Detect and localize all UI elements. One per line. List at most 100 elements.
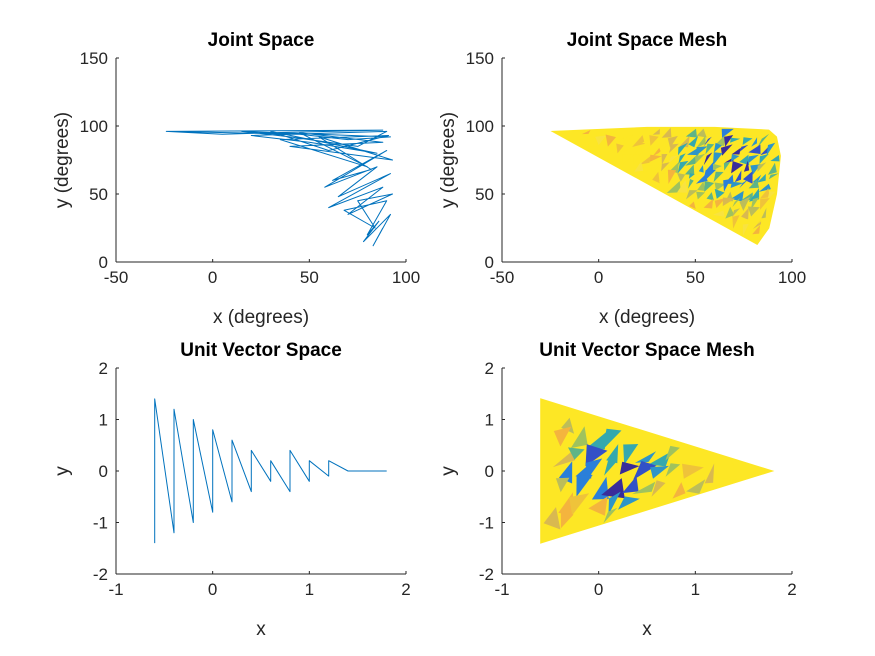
joint-space-mesh-mesh-cell — [713, 152, 723, 166]
joint-space-mesh-mesh-cell — [757, 133, 770, 148]
joint-space-mesh-mesh-cell — [757, 217, 766, 225]
joint-space-mesh-x-tick-label: 0 — [594, 268, 603, 287]
joint-space-mesh-mesh-cell — [758, 183, 771, 192]
joint-space-mesh-mesh-cell — [621, 154, 635, 165]
joint-space-mesh-mesh-cell — [739, 154, 750, 166]
unit-vector-space-x-tick-label: 2 — [401, 580, 410, 599]
joint-space-mesh-mesh-cell — [652, 128, 660, 135]
unit-vector-space-mesh-mesh-cell — [603, 507, 618, 524]
unit-vector-space-mesh-mesh-cell — [560, 509, 574, 529]
joint-space-mesh-mesh-cell — [634, 161, 644, 172]
joint-space-mesh-mesh-cell — [688, 173, 695, 179]
joint-space-mesh-y-tick-label: 150 — [466, 49, 494, 68]
joint-space-mesh-mesh-cell — [696, 146, 708, 155]
joint-space-mesh-mesh-cell — [669, 143, 679, 153]
unit-vector-space-mesh-mesh-cell — [634, 451, 657, 463]
unit-vector-space-mesh-x-tick-label: 2 — [787, 580, 796, 599]
joint-space-mesh-mesh-cell — [739, 196, 751, 211]
joint-space-mesh-y-tick-label: 100 — [466, 117, 494, 136]
joint-space-mesh-mesh-cell — [739, 218, 750, 228]
joint-space-mesh-mesh-cell — [705, 143, 715, 155]
joint-space-title: Joint Space — [208, 30, 315, 51]
joint-space-mesh-mesh-cell — [720, 144, 733, 156]
joint-space-mesh-mesh-cell — [705, 161, 715, 173]
joint-space-mesh-mesh-cell — [661, 162, 670, 172]
joint-space-mesh-mesh-cell — [714, 182, 726, 191]
joint-space-mesh-x-tick-label: 50 — [686, 268, 705, 287]
unit-vector-space-mesh-mesh-cell — [587, 432, 607, 450]
unit-vector-space-mesh-mesh-cell — [665, 463, 681, 477]
unit-vector-space-mesh-mesh-cell — [602, 428, 622, 450]
joint-space-mesh-mesh-cell — [606, 147, 617, 155]
joint-space-mesh-mesh-cell — [748, 179, 759, 189]
unit-vector-space-y-tick-label: 0 — [99, 462, 108, 481]
joint-space-mesh-x-tick-label: 100 — [778, 268, 806, 287]
unit-vector-space-mesh-mesh-cell — [569, 493, 590, 516]
joint-space-mesh-mesh-cell — [694, 153, 706, 164]
unit-vector-space-mesh-y-tick-label: 0 — [485, 462, 494, 481]
unit-vector-space-mesh-mesh-cell — [585, 458, 603, 479]
unit-vector-space-mesh-mesh-cell — [570, 426, 588, 449]
joint-space-mesh-mesh-cell — [616, 143, 624, 154]
joint-space-mesh-mesh-cell — [685, 128, 697, 138]
joint-space-mesh-mesh-cell — [667, 135, 678, 148]
unit-vector-space-mesh-mesh-cell — [650, 465, 669, 479]
joint-space-mesh-mesh-cell — [657, 144, 672, 157]
joint-space-mesh-mesh-cell — [747, 206, 760, 217]
joint-space-mesh-mesh-cell — [581, 130, 591, 135]
joint-space-mesh-mesh-cell — [702, 169, 717, 183]
joint-space-mesh-mesh-cell — [649, 135, 659, 146]
joint-space-mesh-mesh-cell — [586, 134, 598, 147]
unit-vector-space-mesh-mesh-cell — [568, 447, 585, 460]
joint-space-mesh-mesh-cell — [757, 162, 767, 172]
unit-vector-space-y-tick-label: -1 — [93, 514, 108, 533]
joint-space-mesh-mesh-cell — [684, 164, 695, 175]
joint-space-mesh-mesh-cell — [621, 143, 634, 153]
joint-space-mesh-x-axis-label: x (degrees) — [599, 307, 695, 328]
unit-vector-space-y-axis-label: y — [52, 466, 73, 476]
joint-space-mesh-mesh-cell — [696, 191, 706, 200]
unit-vector-space-mesh-y-tick-label: -2 — [479, 565, 494, 584]
unit-vector-space-mesh-mesh-cell — [604, 460, 617, 476]
joint-space-mesh-mesh-cell — [751, 137, 758, 147]
unit-vector-space-x-tick-label: 1 — [305, 580, 314, 599]
unit-vector-space-series-line — [154, 398, 387, 544]
joint-space-mesh-y-axis-label: y (degrees) — [438, 112, 459, 208]
joint-space-x-tick-label: 0 — [208, 268, 217, 287]
joint-space-mesh-mesh-cell — [632, 135, 645, 147]
joint-space-mesh-mesh-cell — [696, 128, 707, 138]
joint-space-mesh-mesh-cell — [732, 208, 740, 217]
unit-vector-space-mesh-mesh-cell — [585, 444, 608, 467]
unit-vector-space-y-tick-label: 2 — [99, 359, 108, 378]
joint-space-mesh-mesh-cell — [741, 207, 749, 220]
joint-space-mesh-mesh-cell — [668, 155, 678, 164]
unit-vector-space-y-tick-label: 1 — [99, 411, 108, 430]
joint-space-mesh-mesh-cell — [768, 162, 777, 175]
joint-space-mesh-mesh-cell — [723, 179, 731, 192]
joint-space-mesh-mesh-cell — [687, 147, 699, 156]
unit-vector-space-mesh-mesh-cell — [555, 477, 570, 493]
joint-space-mesh-mesh-cell — [696, 135, 706, 148]
joint-space-mesh-mesh-cell — [652, 147, 661, 156]
joint-space-mesh-mesh-cell — [747, 154, 759, 164]
unit-vector-space-mesh-mesh-cell — [633, 461, 657, 480]
joint-space-mesh-mesh-cell — [752, 174, 762, 183]
unit-vector-space-mesh-mesh-cell — [576, 474, 593, 497]
joint-space-mesh-mesh-cell — [686, 190, 698, 200]
joint-space-mesh-mesh-cell — [713, 142, 722, 153]
unit-vector-space-x-axis-label: x — [256, 619, 266, 640]
joint-space-mesh-mesh-cell — [739, 179, 749, 189]
joint-space-mesh-mesh-cell — [742, 137, 753, 145]
unit-vector-space-mesh-mesh-cell — [618, 496, 640, 510]
joint-space-mesh-mesh-cell — [731, 154, 740, 162]
joint-space-mesh-mesh-cell — [713, 210, 725, 217]
joint-space-mesh-mesh-cell — [641, 144, 652, 152]
unit-vector-space-mesh-mesh-cell — [721, 461, 737, 480]
joint-space-mesh-mesh-cell — [678, 153, 686, 165]
joint-space-y-tick-label: 50 — [89, 185, 108, 204]
unit-vector-space-mesh-mesh-cell — [632, 481, 656, 495]
unit-vector-space-mesh-mesh-cell — [588, 496, 608, 516]
joint-space-mesh-mesh-cell — [650, 154, 662, 162]
joint-space-mesh-mesh-cell — [724, 156, 735, 163]
joint-space-y-tick-label: 100 — [80, 117, 108, 136]
